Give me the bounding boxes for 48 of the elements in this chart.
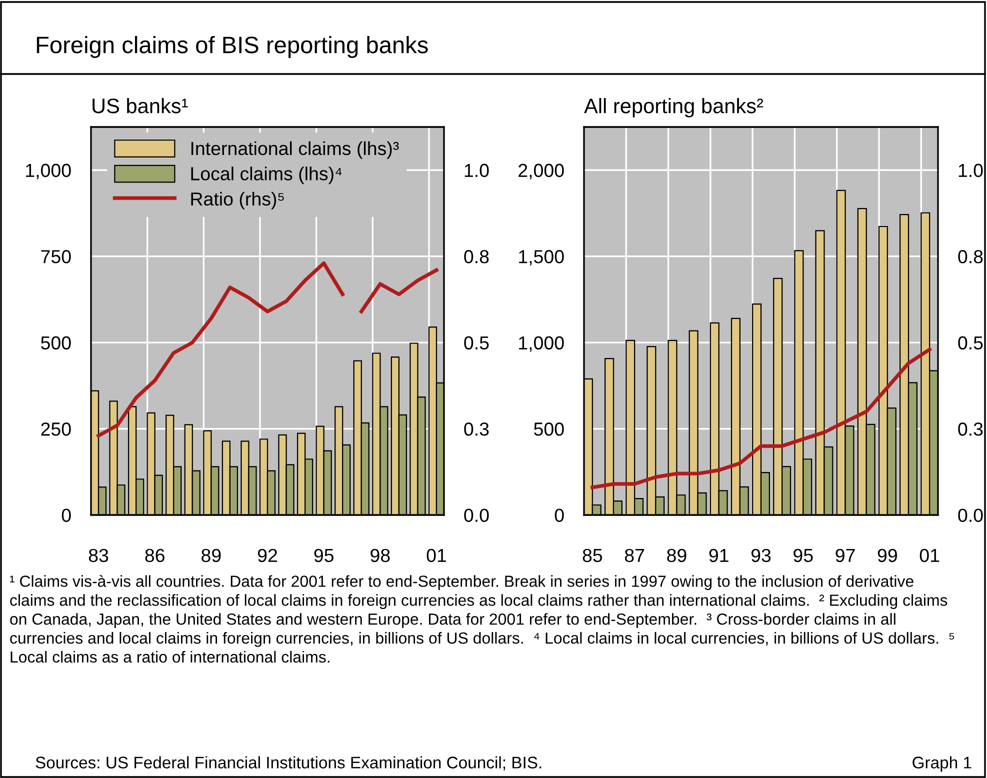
x-tick-label: 89 [667,548,686,562]
y2-tick-label: 0.8 [464,250,489,264]
y-tick-label: 750 [41,250,71,264]
y2-tick-label: 0.3 [464,422,489,436]
x-tick-label: 89 [202,548,221,562]
x-tick-label: 01 [426,548,446,562]
legend-label: Ratio (rhs)⁵ [191,192,284,210]
y2-tick-label: 1.0 [464,164,489,178]
y-tick-label: 1,000 [519,336,564,352]
y2-tick-label: 0.8 [958,250,983,264]
y2-tick-label: 0.3 [958,422,983,436]
y-tick-label: 0 [554,508,564,522]
y2-tick-label: 0.5 [958,336,983,350]
text: ¹ Claims vis-à-vis all countries. Data for 2001 refer to end-September. Break in series in 1997 owing to the inclusion of derivative claims and the reclassification of local claims in foreign currencies as local claims rather than international claims. ² Excluding claims on Canada, Japan, the United States and western Europe. Data for 2001 refer to end-September. ³ Cross-border claims in all currencies and local claims in foreign currencies, in billions of US dollars. ⁴ Local claims in local currencies, in billions of US dollars. ⁵ Local claims as a ratio of international claims. [10,575,954,663]
x-tick-label: 01 [920,548,940,562]
caption: Graph 1 [912,756,972,772]
x-tick-label: 95 [794,548,813,562]
y-tick-label: 1,000 [26,164,71,180]
x-tick-label: 92 [258,548,277,562]
y-tick-label: 2,000 [518,164,564,180]
line-series [360,268,438,314]
x-tick-label: 83 [88,548,108,562]
source-note: Sources: US Federal Financial Institutions Examination Council; BIS. [36,756,542,770]
x-tick-label: 87 [624,548,644,562]
chart-title: US banks¹ [92,98,188,114]
x-tick-label: 98 [370,548,390,562]
y2-tick-label: 0.0 [958,508,983,522]
line-series [590,348,932,490]
y2-tick-label: 0.0 [464,508,489,522]
y-tick-label: 250 [41,422,71,436]
x-tick-label: 86 [145,548,164,562]
y-tick-label: 500 [41,336,71,350]
y-tick-label: 1,500 [519,250,564,266]
legend-label: International claims (lhs)³ [191,141,399,159]
legend-label: Local claims (lhs)⁴ [191,166,342,184]
x-tick-label: 93 [751,548,771,562]
x-tick-label: 97 [836,548,855,562]
y-tick-label: 500 [534,422,564,436]
x-tick-label: 85 [582,548,602,562]
line-series [96,261,344,438]
y2-tick-label: 0.5 [464,336,489,350]
chart-title: All reporting banks² [584,98,764,118]
text: Foreign claims of BIS reporting banks [36,36,428,58]
y-tick-label: 0 [62,508,71,522]
x-tick-label: 91 [709,548,728,562]
x-tick-label: 99 [878,548,897,562]
y2-tick-label: 1.0 [958,164,983,178]
x-tick-label: 95 [314,548,334,562]
